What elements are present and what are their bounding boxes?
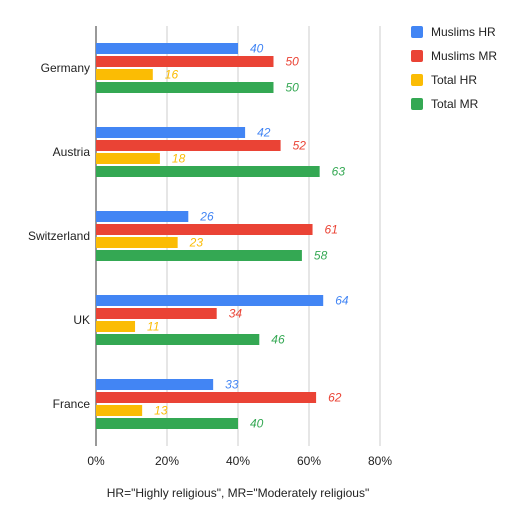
data-label-muslims-hr-uk: 64	[335, 294, 349, 308]
bar-muslims-hr-france	[96, 379, 214, 390]
bar-muslims-mr-uk	[96, 308, 217, 319]
x-axis-ticks: 0% 20% 40% 60% 80%	[87, 454, 392, 468]
bar-total-mr-uk	[96, 334, 260, 345]
data-label-total-hr-uk: 11	[147, 320, 159, 334]
legend-label-muslims-hr: Muslims HR	[431, 25, 496, 39]
category-labels: Germany Austria Switzerland UK France	[28, 61, 90, 411]
data-label-muslims-hr-austria: 42	[257, 126, 271, 140]
bar-total-hr-germany	[96, 69, 153, 80]
data-label-total-mr-germany: 50	[286, 81, 300, 95]
bar-muslims-hr-germany	[96, 43, 238, 54]
data-label-total-mr-france: 40	[250, 417, 264, 431]
x-tick-label: 60%	[297, 454, 321, 468]
category-label-uk: UK	[73, 313, 90, 327]
legend-swatch-total-hr	[411, 74, 423, 86]
category-label-france: France	[53, 397, 91, 411]
bar-total-mr-austria	[96, 166, 320, 177]
bar-total-hr-switzerland	[96, 237, 178, 248]
bar-total-hr-france	[96, 405, 143, 416]
data-label-muslims-hr-switzerland: 26	[199, 210, 214, 224]
data-label-muslims-mr-uk: 34	[229, 307, 243, 321]
bar-total-mr-france	[96, 418, 238, 429]
data-label-muslims-hr-france: 33	[225, 378, 239, 392]
data-label-total-mr-uk: 46	[271, 333, 285, 347]
legend-label-total-mr: Total MR	[431, 97, 479, 111]
data-label-total-mr-switzerland: 58	[314, 249, 328, 263]
bar-muslims-hr-switzerland	[96, 211, 189, 222]
category-label-austria: Austria	[53, 145, 91, 159]
legend-swatch-total-mr	[411, 98, 423, 110]
data-label-muslims-mr-france: 62	[328, 391, 342, 405]
data-label-total-hr-germany: 16	[165, 68, 179, 82]
data-label-total-hr-austria: 18	[172, 152, 186, 166]
bar-muslims-hr-uk	[96, 295, 324, 306]
data-label-muslims-hr-germany: 40	[250, 42, 264, 56]
bar-total-mr-switzerland	[96, 250, 302, 261]
category-label-germany: Germany	[41, 61, 90, 75]
x-axis-label: HR="Highly religious", MR="Moderately re…	[107, 486, 369, 500]
bar-group	[96, 43, 324, 429]
bar-total-mr-germany	[96, 82, 274, 93]
bar-total-hr-austria	[96, 153, 160, 164]
bar-total-hr-uk	[96, 321, 136, 332]
data-label-total-mr-austria: 63	[332, 165, 346, 179]
data-label-muslims-mr-austria: 52	[293, 139, 307, 153]
x-tick-label: 80%	[368, 454, 392, 468]
bar-muslims-mr-switzerland	[96, 224, 313, 235]
legend-label-muslims-mr: Muslims MR	[431, 49, 497, 63]
legend-swatch-muslims-hr	[411, 26, 423, 38]
x-tick-label: 0%	[87, 454, 105, 468]
category-label-switzerland: Switzerland	[28, 229, 90, 243]
data-label-muslims-mr-germany: 50	[286, 55, 300, 69]
bar-muslims-mr-france	[96, 392, 317, 403]
legend-label-total-hr: Total HR	[431, 73, 477, 87]
x-tick-label: 40%	[226, 454, 250, 468]
data-label-total-hr-france: 13	[154, 404, 168, 418]
x-tick-label: 20%	[155, 454, 179, 468]
legend: Muslims HR Muslims MR Total HR Total MR	[411, 25, 497, 111]
legend-swatch-muslims-mr	[411, 50, 423, 62]
gridlines	[95, 26, 381, 446]
bar-muslims-hr-austria	[96, 127, 246, 138]
bar-muslims-mr-germany	[96, 56, 274, 67]
data-labels: 40 50 16 50 42 52 18 63 26 61 23 58 64 34 11 46 33 62 13 40	[147, 42, 349, 431]
data-label-muslims-mr-switzerland: 61	[325, 223, 338, 237]
data-label-total-hr-switzerland: 23	[189, 236, 204, 250]
bar-muslims-mr-austria	[96, 140, 281, 151]
